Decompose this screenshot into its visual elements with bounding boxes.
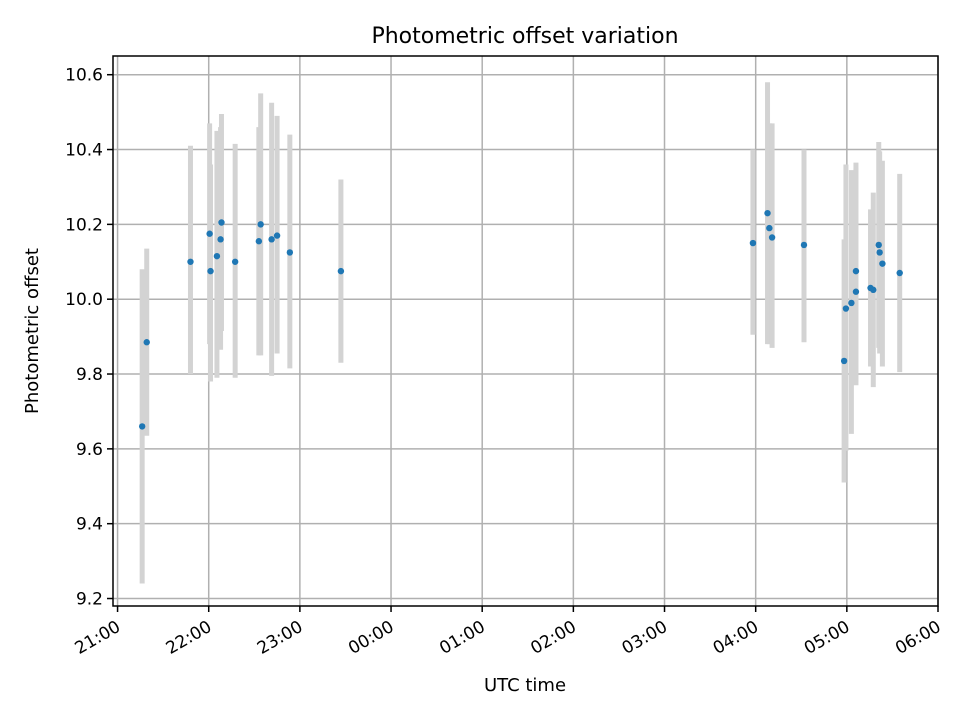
chart-title: Photometric offset variation xyxy=(371,24,678,49)
y-tick-label: 9.4 xyxy=(76,515,103,535)
data-points xyxy=(138,209,903,430)
data-point xyxy=(255,238,263,245)
data-point xyxy=(870,286,877,294)
data-point xyxy=(896,269,903,277)
data-point xyxy=(764,209,771,217)
y-tick-label: 9.6 xyxy=(76,440,103,460)
x-axis: 21:00 22:00 23:00 00:00 01:00 02:00 03:00 04:00… xyxy=(72,606,945,659)
data-point xyxy=(800,241,808,249)
data-point xyxy=(875,241,882,249)
data-point xyxy=(207,267,214,275)
data-point xyxy=(842,305,850,312)
grid-lines xyxy=(113,56,939,606)
y-tick-label: 9.2 xyxy=(76,590,103,610)
x-tick-label: 22:00 xyxy=(163,617,215,659)
data-point xyxy=(848,299,855,307)
data-point xyxy=(852,288,860,295)
x-tick-label: 05:00 xyxy=(801,617,853,659)
data-point xyxy=(879,260,886,267)
x-tick-label: 01:00 xyxy=(436,617,488,659)
x-tick-label: 00:00 xyxy=(345,617,397,659)
data-point xyxy=(218,219,225,226)
y-tick-label: 10.4 xyxy=(65,141,103,161)
data-point xyxy=(257,221,264,228)
data-point xyxy=(876,249,883,256)
data-point xyxy=(749,239,757,247)
data-point xyxy=(840,357,848,365)
data-point xyxy=(187,258,194,265)
data-point xyxy=(206,230,213,237)
y-axis-label: Photometric offset xyxy=(22,248,43,414)
data-point xyxy=(337,267,345,275)
y-tick-label: 10.0 xyxy=(65,290,103,310)
plot-frame xyxy=(112,55,939,607)
x-tick-label: 03:00 xyxy=(619,617,671,659)
data-point xyxy=(273,232,281,239)
data-point xyxy=(217,236,224,243)
data-point xyxy=(766,224,773,232)
data-point xyxy=(286,249,294,256)
data-point xyxy=(231,258,239,265)
data-point xyxy=(138,423,146,430)
x-tick-label: 02:00 xyxy=(527,617,579,659)
y-tick-label: 10.2 xyxy=(65,215,103,235)
data-point xyxy=(852,267,860,275)
x-tick-label: 06:00 xyxy=(892,617,944,659)
data-point xyxy=(213,252,221,260)
data-point xyxy=(768,234,776,241)
x-tick-label: 21:00 xyxy=(72,617,124,659)
x-tick-label: 23:00 xyxy=(254,617,306,659)
data-point xyxy=(143,339,150,346)
y-axis: 9.2 9.4 9.6 9.8 10.0 10.2 10.4 10.6 xyxy=(65,66,113,610)
data-point xyxy=(268,236,275,243)
x-axis-label: UTC time xyxy=(484,675,566,696)
x-tick-label: 04:00 xyxy=(710,617,762,659)
y-tick-label: 9.8 xyxy=(76,365,103,385)
y-tick-label: 10.6 xyxy=(65,66,103,86)
error-bars xyxy=(139,82,903,584)
